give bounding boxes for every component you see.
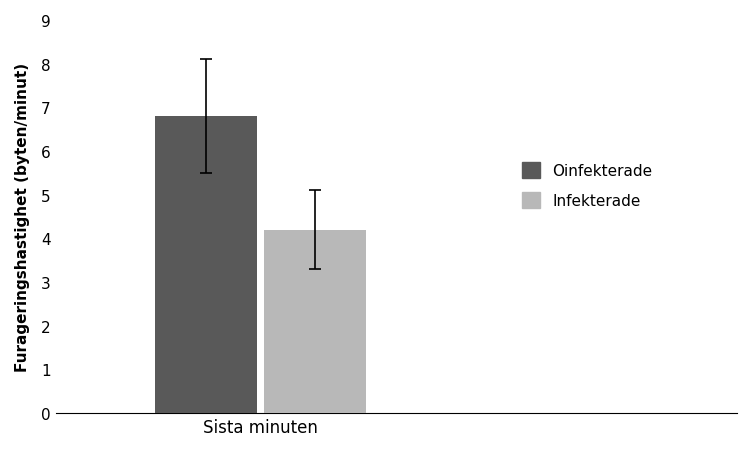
Y-axis label: Furageringshastighet (byten/minut): Furageringshastighet (byten/minut)	[15, 63, 30, 371]
Bar	[154, 117, 256, 413]
Bar	[263, 230, 365, 413]
Legend: Oinfekterade, Infekterade: Oinfekterade, Infekterade	[514, 155, 660, 216]
